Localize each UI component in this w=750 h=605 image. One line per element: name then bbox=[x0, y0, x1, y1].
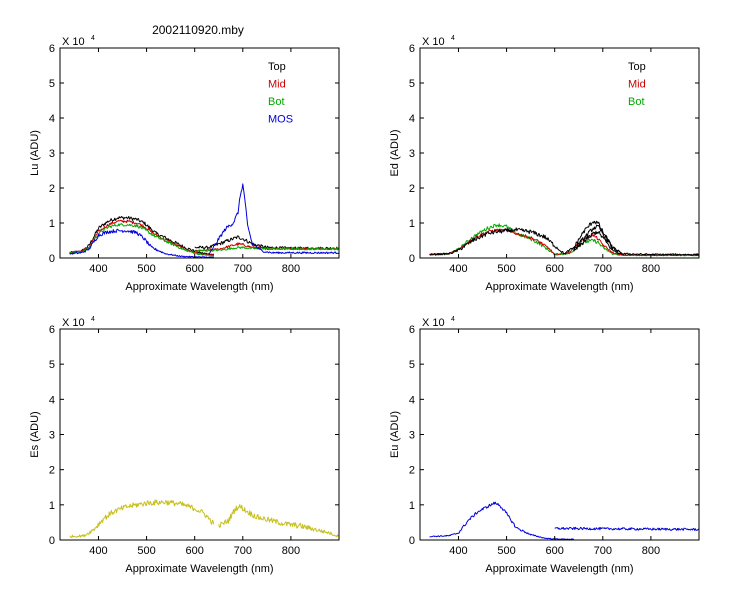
y-axis-label: Eu (ADU) bbox=[389, 411, 401, 458]
series-group bbox=[69, 183, 339, 258]
y-tick-label: 1 bbox=[409, 218, 415, 230]
y-tick-label: 2 bbox=[49, 183, 55, 195]
x-tick-label: 500 bbox=[497, 545, 515, 557]
x-tick-label: 800 bbox=[642, 545, 660, 557]
y-tick-label: 5 bbox=[49, 359, 55, 371]
series-line-mos-1 bbox=[208, 183, 339, 255]
series-line-bot-0 bbox=[69, 223, 215, 257]
x-tick-label: 700 bbox=[234, 263, 252, 275]
x-tick-label: 400 bbox=[449, 263, 467, 275]
series-line-top-0 bbox=[429, 220, 699, 256]
series-group bbox=[429, 220, 699, 257]
y-tick-label: 0 bbox=[409, 253, 415, 265]
x-tick-label: 800 bbox=[282, 263, 300, 275]
x-tick-label: 600 bbox=[546, 263, 564, 275]
y-tick-label: 4 bbox=[49, 394, 55, 406]
series-line-data-0 bbox=[429, 501, 574, 540]
y-axis-label: Lu (ADU) bbox=[29, 130, 41, 176]
x-tick-label: 400 bbox=[89, 263, 107, 275]
x-tick-label: 700 bbox=[234, 545, 252, 557]
series-line-mid-0 bbox=[69, 219, 215, 256]
y-tick-label: 6 bbox=[409, 324, 415, 336]
y-tick-label: 1 bbox=[49, 218, 55, 230]
y-multiplier: X 10 bbox=[62, 36, 85, 48]
y-multiplier: X 10 bbox=[422, 317, 445, 329]
x-axis-label: Approximate Wavelength (nm) bbox=[485, 563, 633, 575]
y-tick-label: 0 bbox=[49, 535, 55, 547]
y-tick-label: 6 bbox=[49, 43, 55, 55]
series-line-top-2 bbox=[573, 230, 623, 255]
x-tick-label: 400 bbox=[449, 545, 467, 557]
y-tick-label: 5 bbox=[49, 78, 55, 90]
legend-item-top: Top bbox=[628, 61, 646, 73]
legend-item-mos: MOS bbox=[268, 114, 293, 126]
plot-lu: 400 500 600 700 800 0 1 2 3 4 5 6 X 10 4 Approximate W… bbox=[29, 35, 340, 293]
y-tick-label: 4 bbox=[49, 113, 55, 125]
y-tick-label: 5 bbox=[409, 359, 415, 371]
legend-item-bot: Bot bbox=[268, 96, 285, 108]
plot-frame bbox=[419, 328, 700, 541]
y-tick-label: 3 bbox=[49, 430, 55, 442]
x-tick-label: 600 bbox=[186, 545, 204, 557]
y-tick-label: 0 bbox=[409, 535, 415, 547]
y-tick-label: 1 bbox=[49, 500, 55, 512]
x-tick-label: 700 bbox=[594, 263, 612, 275]
y-tick-label: 3 bbox=[409, 148, 415, 160]
y-multiplier-exponent: 4 bbox=[451, 316, 455, 323]
legend-item-mid: Mid bbox=[268, 79, 286, 91]
plot-ed: 400 500 600 700 800 0 1 2 3 4 5 6 X 10 4 Approximate W… bbox=[389, 35, 700, 293]
y-tick-label: 1 bbox=[409, 500, 415, 512]
x-tick-label: 600 bbox=[186, 263, 204, 275]
plot-es: 400 500 600 700 800 0 1 2 3 4 5 6 X 10 4 Approximate W… bbox=[29, 316, 340, 575]
y-tick-label: 4 bbox=[409, 113, 415, 125]
legend-item-top: Top bbox=[268, 61, 286, 73]
y-tick-label: 6 bbox=[409, 43, 415, 55]
plot-frame bbox=[59, 328, 340, 541]
y-tick-label: 3 bbox=[409, 430, 415, 442]
x-axis-label: Approximate Wavelength (nm) bbox=[485, 281, 633, 293]
series-group bbox=[69, 499, 339, 538]
series-line-bot-1 bbox=[194, 246, 339, 252]
x-tick-label: 500 bbox=[137, 545, 155, 557]
y-multiplier-exponent: 4 bbox=[451, 35, 455, 42]
plot-eu: 400 500 600 700 800 0 1 2 3 4 5 6 X 10 4 Approximate W… bbox=[389, 316, 700, 575]
y-multiplier-exponent: 4 bbox=[91, 316, 95, 323]
y-tick-label: 6 bbox=[49, 324, 55, 336]
series-line-data-1 bbox=[554, 526, 699, 531]
y-tick-label: 3 bbox=[49, 148, 55, 160]
y-multiplier: X 10 bbox=[62, 317, 85, 329]
series-line-top-1 bbox=[573, 224, 623, 255]
y-tick-label: 4 bbox=[409, 394, 415, 406]
series-line-bot-0 bbox=[429, 223, 699, 257]
y-tick-label: 2 bbox=[409, 183, 415, 195]
series-line-data-0 bbox=[69, 499, 215, 538]
x-tick-label: 700 bbox=[594, 545, 612, 557]
x-tick-label: 400 bbox=[89, 545, 107, 557]
x-axis-label: Approximate Wavelength (nm) bbox=[125, 281, 273, 293]
x-tick-label: 600 bbox=[546, 545, 564, 557]
y-tick-label: 2 bbox=[49, 465, 55, 477]
series-line-data-1 bbox=[218, 504, 339, 538]
x-tick-label: 500 bbox=[497, 263, 515, 275]
series-line-mos-0 bbox=[69, 228, 214, 258]
y-tick-label: 0 bbox=[49, 253, 55, 265]
y-tick-label: 5 bbox=[409, 78, 415, 90]
x-tick-label: 800 bbox=[282, 545, 300, 557]
series-line-top-0 bbox=[69, 215, 215, 256]
plot-frame bbox=[59, 47, 340, 259]
x-tick-label: 800 bbox=[642, 263, 660, 275]
plot-frame bbox=[419, 47, 700, 259]
y-axis-label: Es (ADU) bbox=[29, 411, 41, 457]
x-tick-label: 500 bbox=[137, 263, 155, 275]
y-multiplier: X 10 bbox=[422, 36, 445, 48]
y-axis-label: Ed (ADU) bbox=[389, 129, 401, 176]
y-multiplier-exponent: 4 bbox=[91, 35, 95, 42]
series-group bbox=[429, 501, 699, 540]
y-tick-label: 2 bbox=[409, 465, 415, 477]
figure-title: 2002110920.mby bbox=[152, 23, 244, 37]
x-axis-label: Approximate Wavelength (nm) bbox=[125, 563, 273, 575]
legend-item-bot: Bot bbox=[628, 96, 645, 108]
legend-item-mid: Mid bbox=[628, 79, 646, 91]
